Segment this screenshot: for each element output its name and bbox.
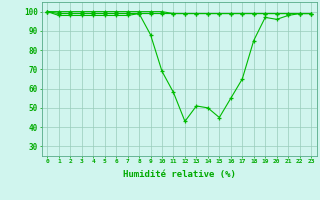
X-axis label: Humidité relative (%): Humidité relative (%) [123, 170, 236, 179]
